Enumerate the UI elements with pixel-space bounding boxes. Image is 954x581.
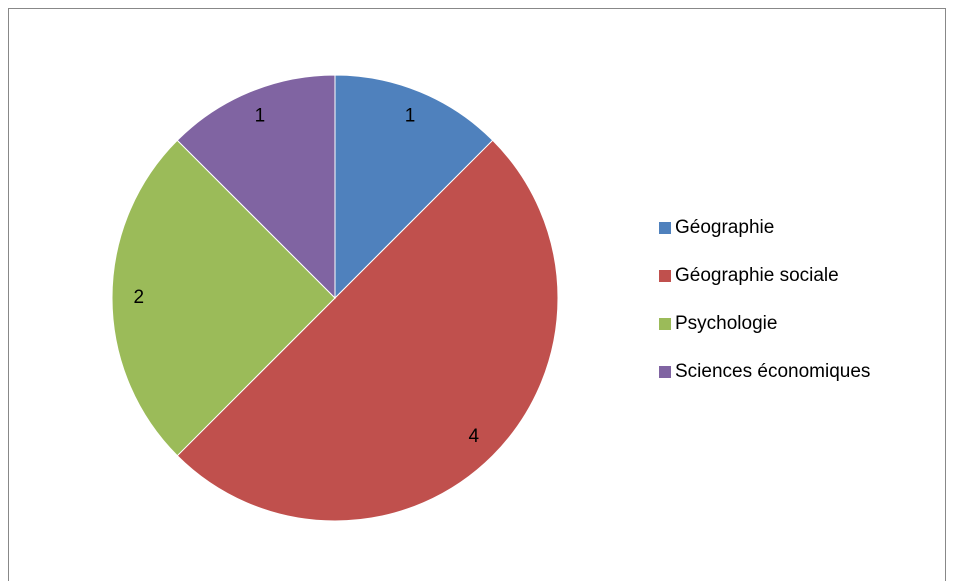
legend-swatch [659,270,671,282]
pie-slice [176,139,559,522]
legend-label: Géographie sociale [675,265,839,286]
pie-slice [334,74,494,300]
legend-swatch [659,318,671,330]
data-label: 2 [133,287,144,308]
data-label: 1 [255,106,266,127]
data-label: 4 [468,426,479,447]
legend-swatch [659,366,671,378]
legend-swatch [659,222,671,234]
legend-label: Sciences économiques [675,361,870,382]
pie-slice [176,74,336,300]
pie-slice [111,139,336,457]
legend-label: Psychologie [675,313,777,334]
data-label: 1 [405,106,416,127]
legend-label: Géographie [675,217,774,238]
